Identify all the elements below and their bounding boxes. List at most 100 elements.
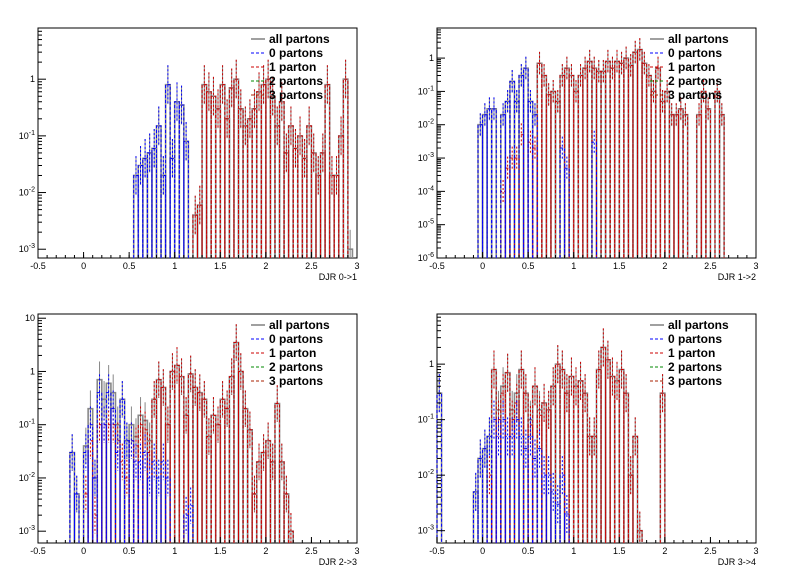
histogram-bin <box>292 147 299 258</box>
histogram-bin <box>187 505 194 543</box>
histogram-bin <box>646 75 652 258</box>
legend-label: 1 parton <box>269 60 316 74</box>
legend-label: 0 partons <box>269 332 323 346</box>
y-tick-label: 10-1 <box>19 130 35 141</box>
histogram-bin <box>491 419 497 543</box>
panel-bottom-left: -0.5 0 0.5 1 1.5 2 2.5 3 10-3 10-2 10-1 1 10 DJR 2->3… <box>19 313 360 567</box>
x-tick-label: 1 <box>571 546 576 556</box>
histogram-bin <box>564 513 570 543</box>
histogram-bin <box>183 414 189 543</box>
histogram-bin <box>228 87 235 258</box>
histogram-bin <box>513 419 520 543</box>
y-tick-exponent: -1 <box>428 85 434 92</box>
histogram-bin <box>637 49 643 258</box>
histogram-bin <box>174 364 180 543</box>
histogram-bin <box>165 477 171 543</box>
x-tick-label: 2 <box>662 261 667 271</box>
x-axis-title: DJR 0->1 <box>319 272 357 282</box>
x-tick-label: 3 <box>354 546 359 556</box>
x-tick-label: 0.5 <box>123 546 136 556</box>
y-tick-label: 10-1 <box>19 419 35 430</box>
y-tick-label: 1 <box>30 366 35 376</box>
y-tick-label: 10-6 <box>418 252 434 263</box>
histogram-bin <box>169 157 176 258</box>
y-tick-label: 10-5 <box>418 219 434 230</box>
y-tick-exponent: -1 <box>29 419 35 426</box>
histogram-bin <box>219 84 226 258</box>
histogram-bin <box>591 141 597 258</box>
y-tick-label: 10-3 <box>19 243 35 254</box>
x-tick-label: 2.5 <box>704 261 717 271</box>
histogram-bin <box>142 157 148 258</box>
legend-label: 3 partons <box>269 88 323 102</box>
histogram-bin <box>151 147 157 258</box>
x-tick-label: 1 <box>571 261 576 271</box>
y-tick-exponent: -1 <box>428 414 434 421</box>
histogram-bin <box>265 78 271 258</box>
histogram-bin <box>324 84 331 258</box>
x-tick-label: 1 <box>172 261 177 271</box>
histogram-bin <box>718 113 725 258</box>
histogram-bin <box>490 108 498 258</box>
histogram-bin <box>201 84 208 258</box>
histogram-bin <box>101 424 107 543</box>
histogram-bin <box>110 424 116 543</box>
histogram-bin <box>477 124 484 258</box>
histogram-bin <box>133 174 139 258</box>
y-tick-exponent: -3 <box>428 152 434 159</box>
histogram-bin <box>87 424 94 543</box>
legend-label: all partons <box>269 32 330 46</box>
histogram-bin <box>238 108 244 258</box>
histogram-bin <box>183 514 189 543</box>
histogram-bin <box>545 474 552 543</box>
y-tick-exponent: -2 <box>428 119 434 126</box>
histogram-bin <box>486 474 493 543</box>
histogram-bin <box>627 474 634 543</box>
y-tick-label: 10-2 <box>418 119 434 130</box>
histogram-bin <box>482 114 488 258</box>
histogram-bin <box>568 75 575 258</box>
histogram-bin <box>545 94 552 258</box>
legend-label: 3 partons <box>668 374 722 388</box>
histogram-bin <box>541 402 547 543</box>
y-tick-label: 10-2 <box>19 187 35 198</box>
histogram-bin <box>577 75 584 258</box>
x-tick-label: 1 <box>172 546 177 556</box>
histogram-bin <box>623 57 629 258</box>
histogram-bin <box>536 414 543 543</box>
legend-label: 0 partons <box>668 46 722 60</box>
histogram-bin <box>705 108 711 258</box>
series-all-partons <box>69 324 294 543</box>
legend-label: 1 parton <box>668 60 715 74</box>
x-tick-label: 3 <box>354 261 359 271</box>
y-tick-label: 10-3 <box>418 152 434 163</box>
y-tick-label: 1 <box>429 53 434 63</box>
y-tick-label: 10-2 <box>19 472 35 483</box>
histogram-bin <box>591 67 597 258</box>
legend-label: 2 partons <box>269 360 323 374</box>
histogram-bin <box>682 113 689 258</box>
x-tick-label: 1.5 <box>613 261 626 271</box>
histogram-bin <box>509 157 515 258</box>
y-tick-exponent: -3 <box>29 525 35 532</box>
histogram-bin <box>518 75 525 258</box>
legend-label: 0 partons <box>668 332 722 346</box>
histogram-bin <box>160 174 167 258</box>
histogram-bin <box>559 147 566 258</box>
x-tick-label: 0.5 <box>123 261 136 271</box>
histogram-bin <box>155 379 162 543</box>
histogram-bin <box>491 108 497 258</box>
x-tick-label: 2.5 <box>704 546 717 556</box>
legend-label: all partons <box>269 318 330 332</box>
y-tick-label: 10-4 <box>418 185 434 196</box>
histogram-bin <box>705 108 712 258</box>
y-tick-label: 10-1 <box>418 414 434 425</box>
histogram-bin <box>247 118 253 258</box>
histogram-bin <box>559 369 566 543</box>
x-tick-label: 1.5 <box>214 546 227 556</box>
y-tick-exponent: -4 <box>428 185 434 192</box>
x-tick-label: 0.5 <box>522 261 535 271</box>
y-tick-label: 10-3 <box>19 525 35 536</box>
histogram-bin <box>564 67 570 258</box>
